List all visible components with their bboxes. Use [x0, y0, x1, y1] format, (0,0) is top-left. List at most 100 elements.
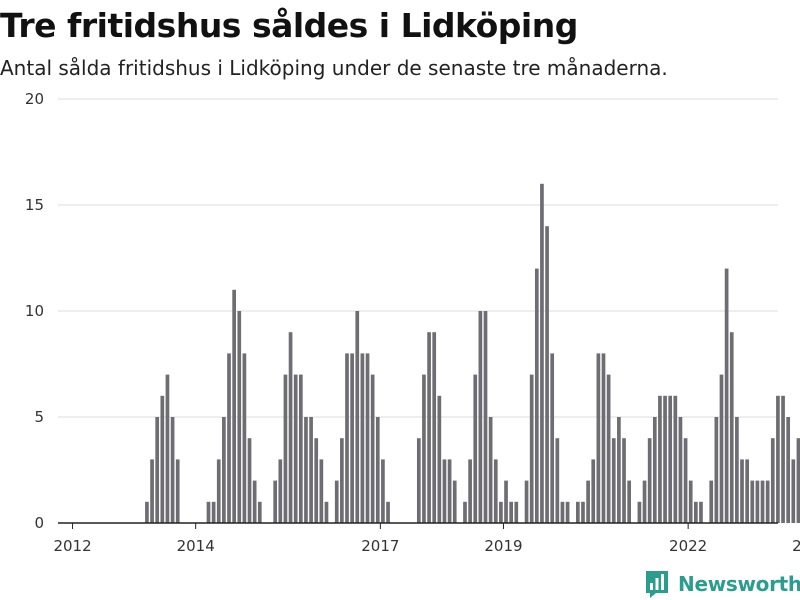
bar	[416, 438, 421, 523]
bar	[622, 438, 626, 523]
bar	[432, 332, 437, 523]
bar	[452, 480, 457, 523]
bar	[211, 501, 216, 523]
bar	[652, 417, 657, 523]
y-tick-label: 20	[25, 90, 44, 108]
bar	[375, 417, 380, 523]
bar	[165, 374, 170, 523]
bar	[170, 417, 175, 523]
y-tick-label: 10	[25, 302, 44, 320]
bar	[719, 374, 724, 523]
bar	[222, 417, 226, 523]
bar	[765, 480, 770, 523]
bar	[370, 374, 375, 523]
bar	[247, 438, 252, 523]
bar	[216, 459, 221, 523]
bar	[488, 417, 493, 523]
newsworthy-logo[interactable]: Newsworthy	[644, 568, 800, 600]
bar	[150, 459, 154, 523]
bar	[278, 459, 283, 523]
bar	[560, 501, 565, 523]
bar	[232, 289, 236, 523]
bar	[709, 480, 714, 523]
bar	[688, 480, 693, 523]
x-tick-label: 2022	[669, 537, 707, 555]
bar	[565, 501, 570, 523]
bar	[678, 417, 683, 523]
bar	[283, 374, 288, 523]
bar	[545, 226, 549, 523]
bar	[714, 417, 719, 523]
bar	[324, 501, 329, 523]
bar	[740, 459, 744, 523]
newsworthy-logo-text: Newsworthy	[678, 572, 800, 596]
bar	[206, 501, 211, 523]
chart-title: Tre fritidshus såldes i Lidköping	[0, 6, 578, 45]
bar	[668, 395, 673, 523]
bar	[447, 459, 452, 523]
bar	[427, 332, 431, 523]
bar	[478, 311, 483, 523]
x-tick-label: 2017	[361, 537, 399, 555]
bar	[786, 417, 791, 523]
bar	[755, 480, 760, 523]
bar	[576, 501, 580, 523]
bar	[601, 353, 606, 523]
bar	[463, 501, 467, 523]
bar	[442, 459, 447, 523]
y-tick-label: 0	[34, 514, 44, 532]
bar	[319, 459, 324, 523]
bar	[504, 480, 508, 523]
bar	[627, 480, 631, 523]
bar	[360, 353, 365, 523]
bar	[473, 374, 478, 523]
bar	[334, 480, 339, 523]
bar	[437, 395, 442, 523]
x-tick-label: 2012	[53, 537, 91, 555]
bar	[314, 438, 319, 523]
bar	[237, 311, 242, 523]
bar	[529, 374, 534, 523]
bar	[288, 332, 293, 523]
bar	[155, 417, 160, 523]
bar	[340, 438, 344, 523]
bar	[242, 353, 247, 523]
bar	[550, 353, 555, 523]
bar	[252, 480, 257, 523]
bar	[483, 311, 488, 523]
x-tick-label: 2014	[177, 537, 215, 555]
bar	[304, 417, 308, 523]
bar	[514, 501, 519, 523]
bar	[591, 459, 596, 523]
bar	[729, 332, 734, 523]
bar	[493, 459, 498, 523]
bar	[750, 480, 755, 523]
bar	[693, 501, 698, 523]
bar	[642, 480, 647, 523]
x-tick-label: 2019	[484, 537, 522, 555]
bar	[745, 459, 749, 523]
bar	[781, 395, 785, 523]
bar	[257, 501, 262, 523]
bar	[796, 438, 800, 523]
bar	[534, 268, 539, 523]
bar	[468, 459, 472, 523]
bar	[606, 374, 611, 523]
chart-subtitle: Antal sålda fritidshus i Lidköping under…	[0, 56, 668, 80]
bar	[145, 501, 149, 523]
bar	[770, 438, 775, 523]
bar	[658, 395, 662, 523]
bar	[663, 395, 667, 523]
bar	[524, 480, 529, 523]
bar	[175, 459, 180, 523]
bar	[365, 353, 370, 523]
bar	[586, 480, 590, 523]
bar	[760, 480, 765, 523]
bar	[617, 417, 621, 523]
bar	[673, 395, 678, 523]
bar	[298, 374, 303, 523]
bar	[309, 417, 313, 523]
bar	[581, 501, 585, 523]
bar	[647, 438, 652, 523]
bar	[555, 438, 560, 523]
